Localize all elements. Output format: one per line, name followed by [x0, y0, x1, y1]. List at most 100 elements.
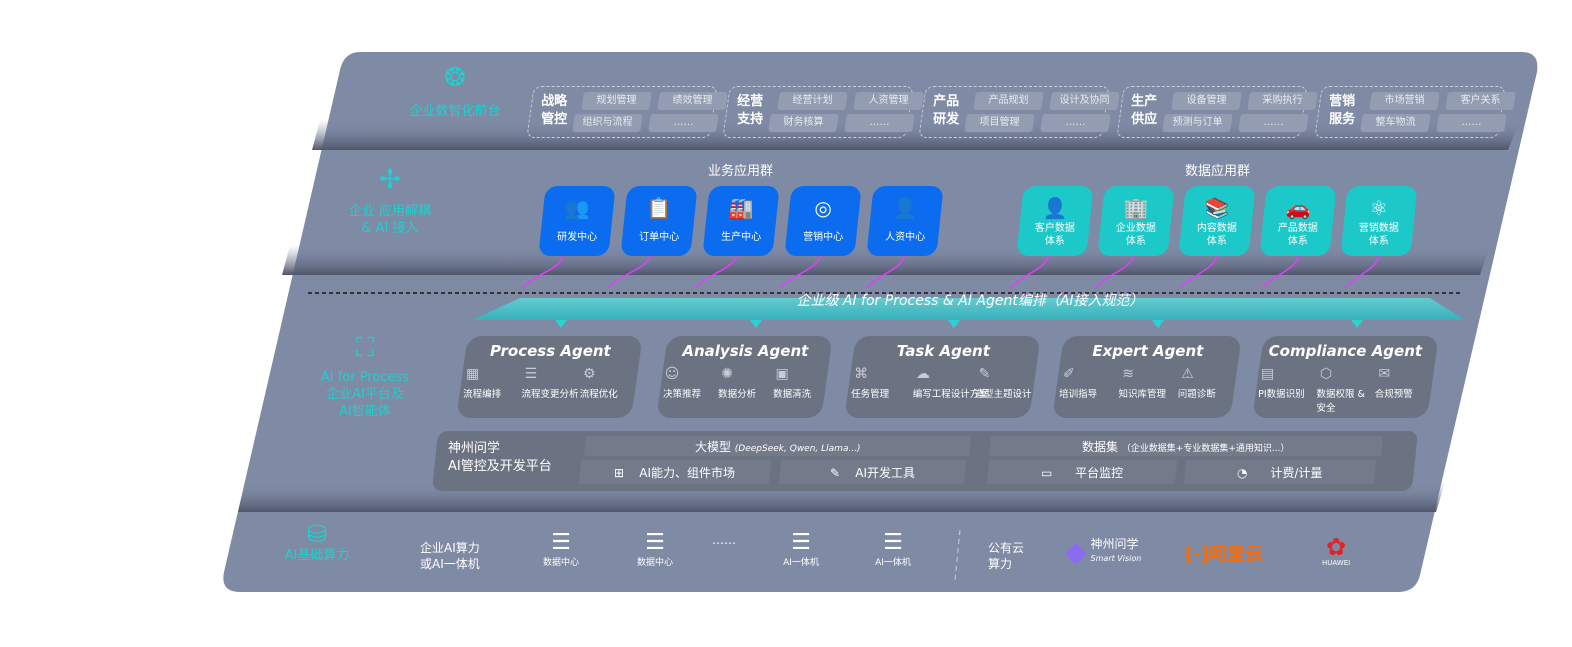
business-app-tile[interactable]: 👤 人资中心	[866, 186, 944, 256]
agent-card[interactable]: Task Agent ⌘ 任务管理 ☁ 编写工程设计方案 ✎ 造型主题设计	[844, 336, 1041, 418]
agent-card[interactable]: Analysis Agent ☺ 决策推荐 ✺ 数据分析 ▣ 数据清洗	[656, 336, 833, 418]
capability-label: 培训指导	[1059, 389, 1098, 400]
capability-icon: ☺	[664, 366, 680, 382]
group-item-label: 整车物流	[1375, 117, 1416, 128]
factory-icon: 🏭	[728, 196, 754, 220]
app-label: 生产中心	[721, 232, 762, 243]
agent-card[interactable]: Process Agent ▦ 流程编排 ☰ 流程变更分析 ⚙ 流程优化	[456, 336, 643, 418]
server-label: 数据中心	[636, 558, 673, 568]
group-item[interactable]: 经营计划	[777, 92, 848, 110]
app-label: 人资中心	[885, 232, 926, 243]
dataset-label: 数据集	[1082, 439, 1119, 454]
app-label: 产品数据 体系	[1277, 223, 1318, 247]
agent-capability: ⚙ 流程优化	[580, 366, 638, 400]
group-item[interactable]: 设备管理	[1171, 92, 1242, 110]
agent-capability: ▣ 数据清洗	[773, 366, 827, 400]
business-app-tile[interactable]: 👥 研发中心	[538, 186, 616, 256]
group-item[interactable]: 预测与订单	[1162, 114, 1233, 132]
network-node-icon: ✢	[379, 165, 401, 195]
capability-icon: ⌘	[854, 366, 869, 382]
group-item[interactable]: 规划管理	[581, 92, 652, 110]
group-item[interactable]: ……	[1238, 114, 1309, 132]
monitor-button[interactable]: ▭ 平台监控	[986, 460, 1178, 484]
capability-icon: ▣	[775, 366, 789, 382]
app-label: 营销中心	[803, 232, 844, 243]
group-item[interactable]: 采购执行	[1247, 92, 1318, 110]
group-item[interactable]: 组织与流程	[572, 114, 643, 132]
huawei-petals-icon: ✿	[1326, 533, 1347, 561]
business-app-tile[interactable]: 📋 订单中心	[620, 186, 698, 256]
apps-label: 企业 应用解耦 & AI 接入	[348, 204, 432, 236]
data-app-tile[interactable]: ⚛ 营销数据 体系	[1340, 186, 1418, 256]
group-title: 战略 管控	[541, 94, 568, 127]
infra-layer: ⛁ AI基础算力	[272, 522, 362, 564]
capability-label: 合规预警	[1374, 389, 1413, 400]
agent-capability: ✎ 造型主题设计	[974, 366, 1035, 400]
down-arrow-icon	[749, 320, 762, 328]
group-title: 产品 研发	[933, 94, 960, 127]
huawei-logo: ✿ HUAWEI	[1322, 535, 1350, 567]
group-item-label: 财务核算	[783, 117, 824, 128]
face-scan-icon: ⛶	[355, 333, 375, 363]
group-item-label: 规划管理	[596, 95, 637, 106]
group-item-label: 预测与订单	[1172, 117, 1223, 128]
group-item[interactable]: 绩效管理	[657, 92, 728, 110]
group-item[interactable]: ……	[1040, 114, 1111, 132]
agent-card[interactable]: Compliance Agent ▤ PI数据识别 ⬡ 数据权限 & 安全 ✉ 合规预警	[1252, 336, 1439, 418]
shenzhou-logo: ◆ 神州问学 Smart Vision	[1065, 535, 1141, 568]
group-item[interactable]: 市场营销	[1369, 92, 1440, 110]
group-item[interactable]: 设计及协同	[1049, 92, 1120, 110]
devtools-button[interactable]: ✎ AI开发工具	[778, 460, 967, 484]
capability-label: 造型主题设计	[974, 389, 1032, 400]
capability-icon: ☁	[915, 366, 930, 382]
group-item-label: 项目管理	[979, 117, 1020, 128]
app-label: 客户数据 体系	[1034, 223, 1075, 247]
down-arrow-icon	[947, 320, 960, 328]
market-button[interactable]: ⊞ AI能力、组件市场	[578, 460, 772, 484]
data-app-tile[interactable]: 🏢 企业数据 体系	[1097, 186, 1175, 256]
down-arrow-icon	[1350, 320, 1363, 328]
agent-capability: ☰ 流程变更分析	[521, 366, 579, 400]
data-app-tile[interactable]: 👤 客户数据 体系	[1016, 186, 1094, 256]
billing-label: 计费/计量	[1270, 465, 1323, 480]
agent-title: Compliance Agent	[1268, 342, 1423, 360]
group-item[interactable]: ……	[1436, 114, 1507, 132]
agent-capability: ▤ PI数据识别	[1258, 366, 1316, 414]
agent-card[interactable]: Expert Agent ✐ 培训指导 ≋ 知识库管理 ⚠ 问题诊断	[1052, 336, 1242, 418]
group-item[interactable]: 整车物流	[1360, 114, 1431, 132]
server-label: AI一体机	[783, 558, 819, 568]
server-icon: ☰	[791, 530, 811, 555]
group-item[interactable]: 产品规划	[973, 92, 1044, 110]
business-app-tile[interactable]: ◎ 营销中心	[784, 186, 862, 256]
group-item-label: 组织与流程	[582, 117, 633, 128]
server-item: ☰ AI一体机	[776, 530, 826, 568]
capability-icon: ✎	[978, 366, 991, 382]
data-app-tile[interactable]: 🚗 产品数据 体系	[1259, 186, 1337, 256]
data-app-tile[interactable]: 📚 内容数据 体系	[1178, 186, 1256, 256]
group-item[interactable]: 财务核算	[768, 114, 839, 132]
capability-icon: ✐	[1062, 366, 1075, 382]
frontend-group: 产品 研发 产品规划 设计及协同项目管理 ……	[918, 86, 1120, 138]
frontend-group: 生产 供应 设备管理 采购执行 预测与订单 ……	[1116, 86, 1318, 138]
gauge-icon: ◔	[1237, 465, 1248, 480]
shenzhou-name: 神州问学	[1090, 537, 1139, 551]
servers-ellipsis: ……	[712, 533, 736, 547]
group-item-label: 采购执行	[1262, 95, 1303, 106]
group-item-label: 产品规划	[988, 95, 1029, 106]
atom-icon: ⚛	[1369, 196, 1388, 220]
agent-capability: ✉ 合规预警	[1375, 366, 1433, 414]
group-item[interactable]: 人资管理	[853, 92, 924, 110]
public-cloud-label: 公有云 算力	[988, 541, 1025, 571]
app-label: 订单中心	[639, 232, 680, 243]
server-label: AI一体机	[875, 558, 911, 568]
group-item[interactable]: ……	[648, 114, 719, 132]
group-item[interactable]: 客户关系	[1445, 92, 1516, 110]
aliyun-bracket-icon: [-]	[1185, 544, 1209, 565]
business-app-tile[interactable]: 🏭 生产中心	[702, 186, 780, 256]
capability-icon: ▤	[1261, 366, 1275, 382]
billing-button[interactable]: ◔ 计费/计量	[1183, 460, 1377, 484]
group-item[interactable]: 项目管理	[964, 114, 1035, 132]
capability-icon: ▦	[466, 366, 480, 382]
platform-name: 神州问学 AI管控及开发平台	[448, 441, 552, 474]
group-item[interactable]: ……	[844, 114, 915, 132]
